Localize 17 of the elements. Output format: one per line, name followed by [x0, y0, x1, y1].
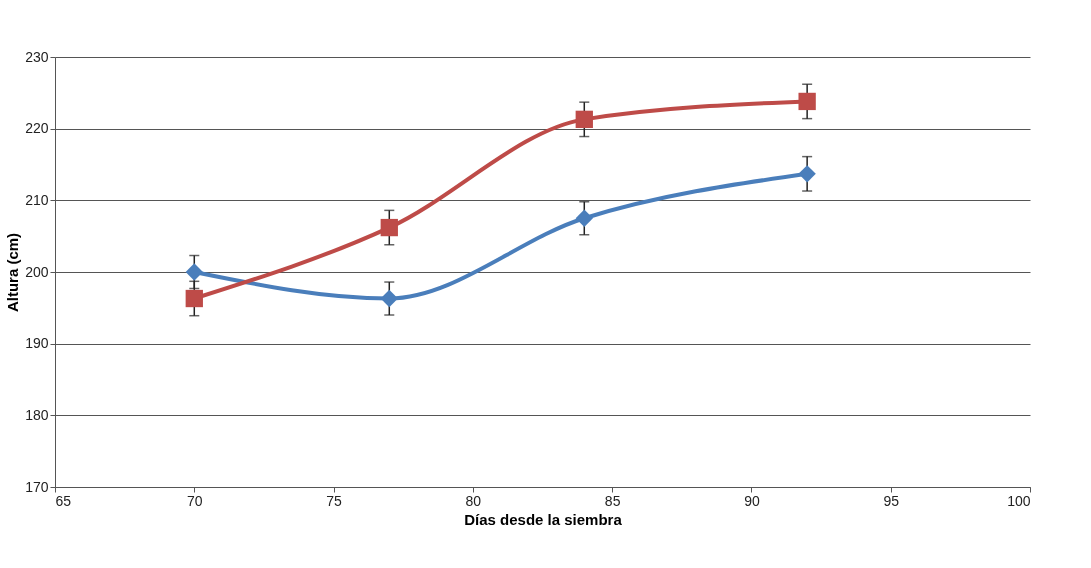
- x-tick-label: 90: [744, 492, 760, 509]
- y-axis-title: Altura (cm): [4, 232, 22, 313]
- y-tick-label: 220: [25, 120, 49, 137]
- y-tick-label: 200: [25, 263, 49, 280]
- y-tick-label: 230: [25, 48, 49, 65]
- x-tick-label: 85: [604, 492, 621, 509]
- x-tick-label: 75: [326, 492, 343, 509]
- x-tick-label: 70: [187, 492, 203, 509]
- y-tick-label: 190: [25, 335, 49, 352]
- y-tick-label: 210: [25, 191, 49, 208]
- y-tick-label: 170: [25, 478, 49, 495]
- x-axis-title: Días desde la siembra: [464, 510, 623, 528]
- x-tick-label: 100: [1007, 492, 1031, 509]
- y-tick-label: 180: [25, 406, 49, 423]
- x-tick-label: 95: [883, 492, 900, 509]
- x-tick-label: 65: [55, 492, 72, 509]
- x-tick-label: 80: [465, 492, 482, 509]
